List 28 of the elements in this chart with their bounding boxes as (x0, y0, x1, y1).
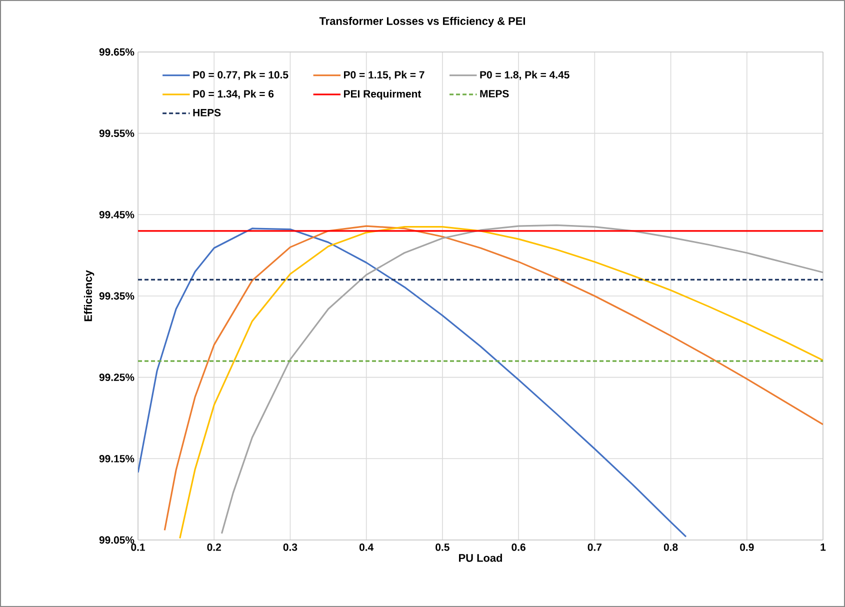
legend-label: P0 = 0.77, Pk = 10.5 (193, 70, 288, 80)
x-tick-label: 1 (820, 544, 826, 551)
y-tick-label: 99.55% (99, 130, 134, 138)
x-tick-label: 0.1 (131, 544, 145, 551)
legend-label: HEPS (193, 108, 221, 116)
x-tick-label: 0.7 (588, 544, 602, 551)
x-tick-label: 0.2 (207, 544, 221, 551)
y-tick-label: 99.65% (99, 48, 134, 56)
x-tick-label: 0.3 (283, 544, 298, 551)
y-tick-label: 99.15% (99, 454, 134, 462)
x-tick-label: 0.6 (512, 544, 526, 551)
x-tick-label: 0.5 (436, 544, 450, 551)
y-tick-label: 99.05% (99, 536, 134, 544)
legend-label: P0 = 1.34, Pk = 6 (193, 90, 274, 100)
x-tick-label: 0.9 (740, 544, 754, 551)
legend-label: P0 = 1.8, Pk = 4.45 (480, 70, 570, 80)
legend-label: PEI Requirment (344, 90, 422, 100)
x-tick-label: 0.4 (359, 544, 374, 551)
legend-label: MEPS (480, 90, 509, 98)
y-tick-label: 99.35% (99, 292, 134, 300)
y-tick-label: 99.25% (99, 374, 134, 382)
x-axis-title: PU Load (459, 554, 502, 562)
x-tick-label: 0.8 (664, 544, 678, 551)
chart-title: Transformer Losses vs Efficiency & PEI (319, 16, 525, 28)
legend-label: P0 = 1.15, Pk = 7 (344, 70, 424, 80)
y-axis-title: Efficiency (84, 270, 94, 322)
y-tick-label: 99.45% (99, 210, 134, 218)
line-series (138, 228, 687, 538)
